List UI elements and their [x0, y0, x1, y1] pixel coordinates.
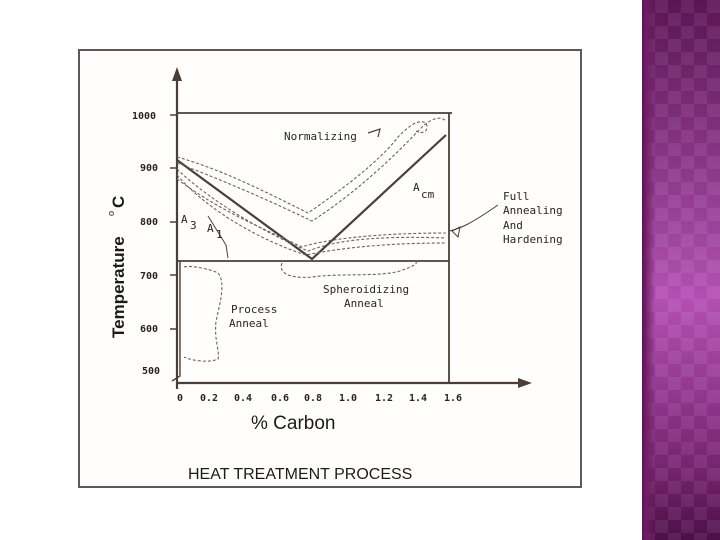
temperature-limits [177, 112, 452, 383]
process-anneal-label-line1: Process [231, 303, 277, 316]
spheroidizing-label-line1: Spheroidizing [323, 283, 409, 296]
x-tick-1.4: 1.4 [409, 393, 427, 404]
y-tick-1000: 1000 [132, 111, 156, 122]
full-annealing-band-2 [176, 174, 447, 256]
y-axis-unit: C [109, 196, 128, 208]
y-tick-500: 500 [142, 366, 160, 377]
x-tick-1.0: 1.0 [339, 393, 357, 404]
acm-label-main: A [413, 181, 420, 194]
x-tick-0.2: 0.2 [200, 393, 218, 404]
a1-label-main: A [207, 222, 214, 235]
acm-label: A cm [413, 181, 435, 201]
full-annealing-band-3 [176, 178, 447, 248]
diagram-title: HEAT TREATMENT PROCESS [188, 466, 412, 483]
normalizing-region-2 [176, 117, 447, 222]
x-axis-arrow [518, 378, 532, 388]
spheroidizing-region [280, 260, 417, 278]
process-anneal-label-line2: Anneal [229, 317, 269, 330]
y-tick-600: 600 [140, 324, 158, 335]
a1-label-sub: 1 [216, 228, 223, 241]
a1-label: A 1 [207, 222, 223, 241]
a1-pointer [207, 215, 229, 259]
full-annealing-arrowhead [451, 226, 461, 239]
y-axis-arrow [172, 67, 182, 81]
x-tick-1.6: 1.6 [444, 393, 462, 404]
region-outlines [176, 117, 499, 362]
y-tick-700: 700 [140, 271, 158, 282]
full-annealing-label: Full Annealing And Hardening [503, 190, 563, 246]
a3-label: A 3 [181, 213, 197, 232]
y-axis-degree: o [106, 211, 116, 216]
spheroidizing-label-line2: Anneal [344, 297, 384, 310]
y-axis-title-text: Temperature [109, 236, 128, 338]
a3-label-main: A [181, 213, 188, 226]
full-annealing-band-1 [176, 168, 447, 252]
acm-label-sub: cm [421, 188, 435, 201]
normalizing-label: Normalizing [284, 130, 357, 143]
y-tick-900: 900 [140, 163, 158, 174]
x-tick-1.2: 1.2 [375, 393, 393, 404]
process-anneal-region [183, 265, 223, 362]
x-tick-0.4: 0.4 [234, 393, 252, 404]
decorative-side-bar [642, 0, 720, 540]
full-annealing-line2: Annealing [503, 204, 563, 217]
heat-treatment-diagram: 1000 900 800 700 600 500 0 0.2 0.4 0.6 0… [106, 67, 532, 483]
full-annealing-line1: Full [503, 190, 530, 203]
y-axis-title: Temperature o C [106, 196, 128, 338]
x-tick-0.6: 0.6 [271, 393, 289, 404]
full-annealing-line3: And [503, 219, 523, 232]
left-boundary [171, 261, 181, 382]
a3-label-sub: 3 [190, 219, 197, 232]
x-tick-0.8: 0.8 [304, 393, 322, 404]
critical-lines [171, 134, 449, 382]
normalizing-pointer [367, 128, 381, 138]
y-tick-800: 800 [140, 217, 158, 228]
x-axis-title: % Carbon [251, 413, 336, 434]
normalizing-region [176, 121, 428, 214]
diagram-frame: 1000 900 800 700 600 500 0 0.2 0.4 0.6 0… [78, 49, 582, 488]
x-tick-0: 0 [177, 393, 183, 404]
full-annealing-pointer [448, 204, 499, 232]
full-annealing-line4: Hardening [503, 233, 563, 246]
axes [170, 67, 532, 389]
a3-acm-line [176, 134, 447, 261]
